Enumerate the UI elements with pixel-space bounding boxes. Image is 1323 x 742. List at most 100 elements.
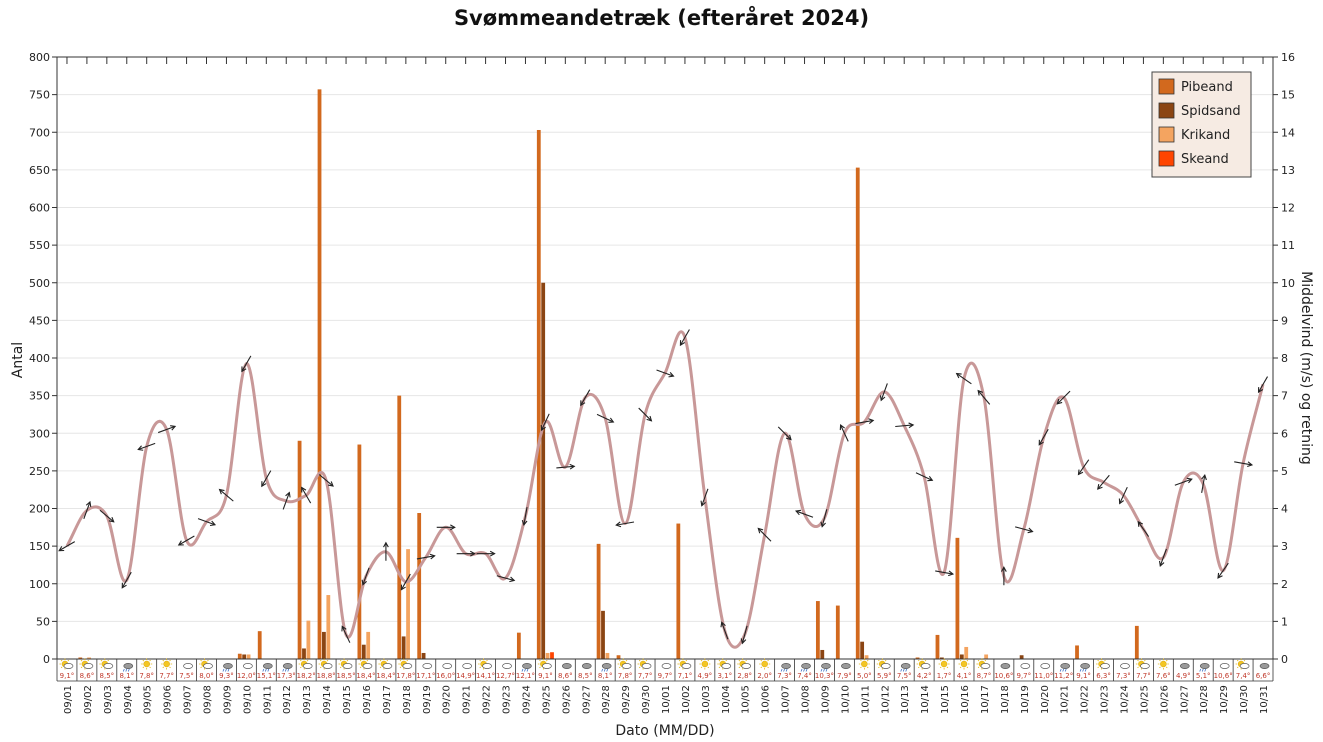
x-tick-label: 10/05 <box>741 685 752 714</box>
rain-drop <box>1199 668 1202 672</box>
temperature-label: 4,1° <box>957 672 972 680</box>
y-tick-label: 0 <box>43 653 50 666</box>
x-tick-labels: 09/01 09/02 09/03 09/04 09/05 09/06 09/07 09/08… <box>63 685 1270 714</box>
cloud-shape <box>1020 663 1031 669</box>
sun-ray <box>366 659 369 662</box>
sun-ray <box>359 659 362 662</box>
y2-tick-label: 16 <box>1281 51 1295 64</box>
wind-arrow-shaft <box>821 509 828 527</box>
wind-arrow-head <box>720 621 726 628</box>
wind-arrow <box>318 474 334 487</box>
temperature-label: 7,9° <box>837 672 852 680</box>
temperature-label: 7,8° <box>618 672 633 680</box>
partly-sunny-icon <box>478 658 492 670</box>
x-tick-label: 10/02 <box>681 685 692 714</box>
temperature-label: 10,6° <box>1214 672 1233 680</box>
bar-krikand <box>964 646 969 659</box>
temperature-label: 7,4° <box>1236 672 1251 680</box>
wind-arrow-shaft <box>416 555 435 560</box>
sun-ray <box>539 659 541 662</box>
rain-drop <box>805 668 808 672</box>
sun-ray <box>745 659 747 662</box>
temperature-label: 9,3° <box>219 672 234 680</box>
wind-arrow <box>177 535 195 546</box>
sun-ray <box>319 666 322 669</box>
wind-arrow <box>700 488 709 507</box>
y2-tick-label: 15 <box>1281 89 1295 102</box>
partly-sunny-icon <box>677 658 692 670</box>
temperature-label: 2,8° <box>737 672 752 680</box>
bar-pibeand <box>915 657 920 659</box>
x-tick-label: 10/31 <box>1259 685 1270 714</box>
bar-spidsand <box>860 641 865 659</box>
cloud-shape <box>542 663 552 669</box>
x-tick-label: 09/09 <box>222 685 233 714</box>
wind-arrow <box>740 625 748 645</box>
cloud-shape <box>462 663 473 669</box>
wind-arrow-shaft <box>83 501 91 520</box>
sun-ray <box>169 659 171 662</box>
sun-shape <box>940 660 948 668</box>
temperature-label: 10,3° <box>815 672 834 680</box>
rain-drop <box>823 668 825 672</box>
sun-ray <box>399 659 402 662</box>
x-tick-label: 10/24 <box>1119 685 1130 714</box>
wind-arrow-head <box>908 422 915 429</box>
rain-drop <box>1084 668 1087 672</box>
temperature-label: 18,2° <box>297 672 316 680</box>
x-tick-label: 09/12 <box>282 685 293 714</box>
partly-cloudy-icon <box>183 663 193 669</box>
rain-drop <box>127 668 130 672</box>
sun-shape <box>861 660 868 668</box>
wind-arrow <box>915 472 934 482</box>
sunny-icon <box>958 658 970 670</box>
x-tick-label: 09/11 <box>262 685 273 714</box>
wind-arrow <box>282 491 291 510</box>
rain-drop <box>526 668 529 672</box>
cloud-shape <box>1259 663 1270 669</box>
bar-pibeand <box>596 543 601 659</box>
sun-shape <box>701 660 709 668</box>
cloud-shape <box>581 663 592 669</box>
x-tick-label: 10/01 <box>661 685 672 714</box>
bar-krikand <box>87 657 92 659</box>
wind-arrow-shaft <box>1078 459 1090 475</box>
wind-arrow-shaft <box>1056 390 1071 405</box>
rain-drop <box>284 668 287 672</box>
wind-arrow <box>935 570 955 577</box>
bar-pibeand <box>1134 625 1139 659</box>
wind-arrow-shaft <box>1159 548 1167 567</box>
rain-drop <box>282 668 285 672</box>
sun-ray <box>200 666 202 669</box>
wind-arrow-head <box>327 481 334 487</box>
wind-arrow-shaft <box>840 424 849 442</box>
bar-pibeand <box>516 632 521 659</box>
y-tick-label: 800 <box>29 51 50 64</box>
x-tick-label: 09/28 <box>601 685 612 714</box>
sunny-icon <box>699 658 711 670</box>
legend: Pibeand Spidsand Krikand Skeand <box>1151 71 1252 178</box>
x-tick-label: 09/07 <box>183 685 194 714</box>
x-tick-label: 10/11 <box>860 685 871 714</box>
temperature-label: 6,3° <box>1096 672 1111 680</box>
wind-arrow-shaft <box>400 573 411 590</box>
wind-arrow-head <box>429 553 436 560</box>
wind-arrow-head <box>879 395 886 402</box>
x-tick-label: 09/13 <box>302 685 313 714</box>
wind-arrow-head <box>1217 572 1223 579</box>
sun-ray <box>946 666 949 669</box>
partly-sunny-icon <box>298 658 313 670</box>
wind-arrow-shaft <box>523 507 528 525</box>
sun-ray <box>685 659 688 662</box>
x-tick-label: 10/15 <box>940 685 951 714</box>
y-tick-label: 450 <box>29 314 50 327</box>
sun-shape <box>143 660 150 668</box>
y2-tick-label: 11 <box>1281 239 1295 252</box>
bar-pibeand <box>417 513 422 659</box>
rain-drop <box>1204 668 1207 672</box>
wind-arrow-shaft <box>58 541 76 552</box>
bar-krikand <box>306 620 311 659</box>
x-tick-label: 10/17 <box>980 685 991 714</box>
wind-arrow-shaft <box>99 509 115 523</box>
partly-sunny-icon <box>79 658 94 670</box>
